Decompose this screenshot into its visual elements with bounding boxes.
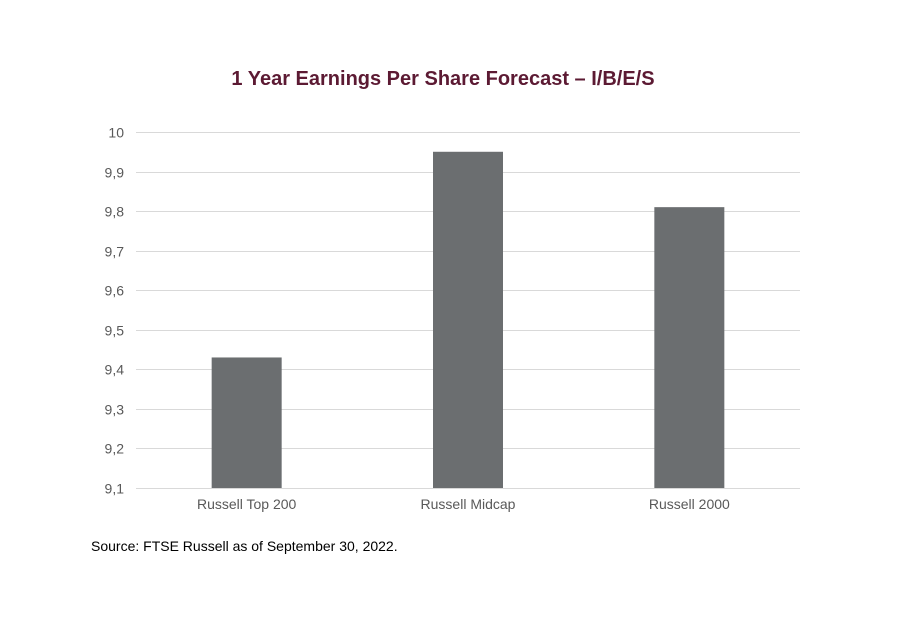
x-tick-label: Russell Midcap bbox=[421, 496, 516, 512]
y-tick-label: 9,4 bbox=[105, 362, 125, 378]
chart-title: 1 Year Earnings Per Share Forecast – I/B… bbox=[231, 68, 655, 90]
y-axis-ticks: 9,1 9,2 9,3 9,4 9,5 9,6 9,7 9,8 9,9 10 bbox=[105, 125, 125, 497]
bar bbox=[654, 207, 725, 488]
y-tick-label: 9,7 bbox=[105, 244, 125, 260]
x-axis-labels: Russell Top 200 Russell Midcap Russell 200… bbox=[197, 496, 730, 512]
bar bbox=[211, 357, 282, 488]
source-note: Source: FTSE Russell as of September 30,… bbox=[91, 538, 398, 554]
y-tick-label: 9,6 bbox=[105, 283, 125, 299]
bars bbox=[211, 151, 725, 488]
y-tick-label: 9,8 bbox=[105, 204, 125, 220]
y-tick-label: 9,5 bbox=[105, 323, 125, 339]
y-tick-label: 9,1 bbox=[105, 481, 125, 497]
y-tick-label: 10 bbox=[108, 125, 124, 141]
y-tick-label: 9,9 bbox=[105, 165, 125, 181]
bar bbox=[433, 151, 503, 488]
x-tick-label: Russell 2000 bbox=[649, 496, 730, 512]
y-tick-label: 9,2 bbox=[105, 441, 125, 457]
y-tick-label: 9,3 bbox=[105, 402, 125, 418]
x-tick-label: Russell Top 200 bbox=[197, 496, 297, 512]
